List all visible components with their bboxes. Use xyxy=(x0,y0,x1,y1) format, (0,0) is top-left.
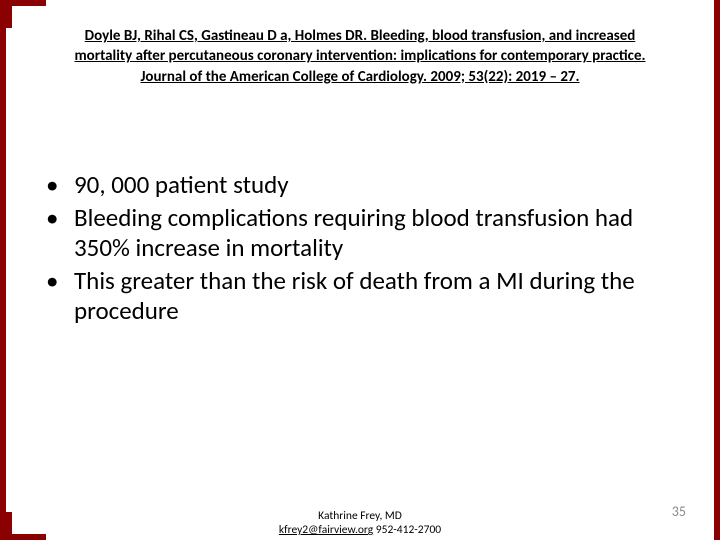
page-number: 35 xyxy=(672,503,686,520)
corner-decoration xyxy=(6,0,46,6)
citation-title: Doyle BJ, Rihal CS, Gastineau D a, Holme… xyxy=(66,26,654,87)
bullet-item: This greater than the risk of death from… xyxy=(46,266,674,327)
footer-email[interactable]: kfrey2@fairview.org xyxy=(279,523,373,537)
footer-phone: 952-412-2700 xyxy=(376,523,441,537)
bullet-item: Bleeding complications requiring blood t… xyxy=(46,203,674,264)
slide: Doyle BJ, Rihal CS, Gastineau D a, Holme… xyxy=(0,0,720,540)
bullet-item: 90, 000 patient study xyxy=(46,170,674,201)
footer: Kathrine Frey, MD kfrey2@fairview.org 95… xyxy=(6,510,714,538)
bullet-list: 90, 000 patient study Bleeding complicat… xyxy=(46,170,674,329)
footer-author: Kathrine Frey, MD xyxy=(318,509,402,523)
